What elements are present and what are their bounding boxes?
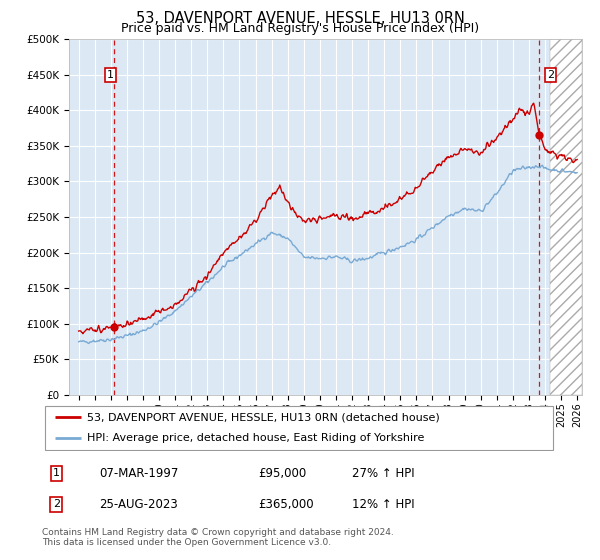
- Text: Contains HM Land Registry data © Crown copyright and database right 2024.
This d: Contains HM Land Registry data © Crown c…: [42, 528, 394, 547]
- Text: 2: 2: [547, 70, 554, 80]
- FancyBboxPatch shape: [44, 406, 553, 450]
- Bar: [550, 39, 582, 395]
- Text: 27% ↑ HPI: 27% ↑ HPI: [352, 466, 414, 480]
- Text: Price paid vs. HM Land Registry's House Price Index (HPI): Price paid vs. HM Land Registry's House …: [121, 22, 479, 35]
- Text: 12% ↑ HPI: 12% ↑ HPI: [352, 497, 414, 511]
- Text: 1: 1: [53, 468, 60, 478]
- Text: £365,000: £365,000: [259, 497, 314, 511]
- Text: 2: 2: [53, 499, 60, 509]
- Text: 07-MAR-1997: 07-MAR-1997: [99, 466, 178, 480]
- Text: 53, DAVENPORT AVENUE, HESSLE, HU13 0RN: 53, DAVENPORT AVENUE, HESSLE, HU13 0RN: [136, 11, 464, 26]
- Text: 1: 1: [107, 70, 114, 80]
- Text: HPI: Average price, detached house, East Riding of Yorkshire: HPI: Average price, detached house, East…: [88, 433, 425, 444]
- Text: 53, DAVENPORT AVENUE, HESSLE, HU13 0RN (detached house): 53, DAVENPORT AVENUE, HESSLE, HU13 0RN (…: [88, 412, 440, 422]
- Text: £95,000: £95,000: [259, 466, 307, 480]
- Text: 25-AUG-2023: 25-AUG-2023: [99, 497, 178, 511]
